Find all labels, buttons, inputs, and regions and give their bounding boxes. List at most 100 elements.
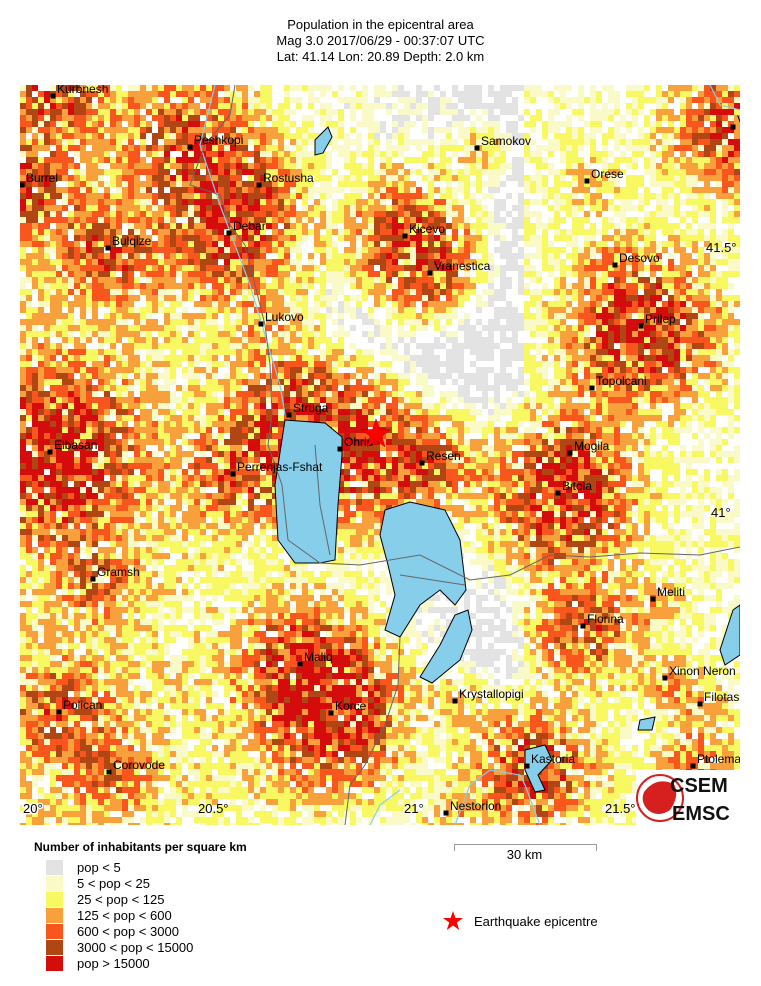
population-cell [122,217,128,223]
population-cell [506,145,512,151]
population-cell [278,151,284,157]
population-cell [50,301,56,307]
population-cell [38,109,44,115]
population-cell [158,121,164,127]
population-cell [686,103,692,109]
population-cell [92,289,98,295]
population-cell [398,175,404,181]
population-cell [416,361,422,367]
population-cell [278,331,284,337]
population-cell [464,187,470,193]
population-cell [704,349,710,355]
population-cell [686,229,692,235]
population-cell [326,361,332,367]
population-cell [680,289,686,295]
population-cell [500,295,506,301]
population-cell [584,325,590,331]
population-cell [116,115,122,121]
population-cell [290,235,296,241]
population-cell [344,259,350,265]
population-cell [434,295,440,301]
population-cell [710,325,716,331]
population-cell [26,307,32,313]
population-cell [200,349,206,355]
population-cell [734,85,740,91]
population-cell [122,319,128,325]
population-cell [332,283,338,289]
population-cell [86,325,92,331]
population-cell [452,103,458,109]
population-cell [20,85,26,91]
population-cell [674,373,680,379]
population-cell [56,85,62,91]
population-cell [188,97,194,103]
population-cell [686,181,692,187]
population-cell [260,253,266,259]
population-cell [584,187,590,193]
population-cell [146,91,152,97]
population-cell [422,247,428,253]
population-cell [176,355,182,361]
population-cell [488,337,494,343]
population-cell [398,223,404,229]
population-cell [440,373,446,379]
population-cell [428,259,434,265]
population-cell [608,265,614,271]
population-cell [320,247,326,253]
population-cell [476,277,482,283]
population-cell [554,235,560,241]
population-cell [278,235,284,241]
population-cell [434,235,440,241]
population-cell [398,145,404,151]
population-cell [482,109,488,115]
population-cell [272,127,278,133]
population-cell [728,349,734,355]
population-cell [464,199,470,205]
population-cell [38,223,44,229]
population-cell [98,337,104,343]
population-cell [470,361,476,367]
population-cell [158,235,164,241]
population-cell [446,241,452,247]
population-cell [20,289,26,295]
population-cell [206,223,212,229]
population-cell [338,325,344,331]
population-cell [56,373,62,379]
population-cell [710,97,716,103]
population-cell [608,223,614,229]
population-cell [134,265,140,271]
population-cell [662,163,668,169]
population-cell [200,181,206,187]
population-cell [638,355,644,361]
population-cell [488,277,494,283]
population-cell [620,301,626,307]
population-cell [662,325,668,331]
population-cell [86,277,92,283]
population-cell [578,361,584,367]
population-cell [182,151,188,157]
population-cell [512,223,518,229]
population-cell [26,193,32,199]
population-cell [470,205,476,211]
population-cell [452,367,458,373]
population-cell [716,139,722,145]
population-cell [308,205,314,211]
population-cell [332,295,338,301]
population-cell [50,319,56,325]
population-cell [326,157,332,163]
population-cell [572,295,578,301]
population-cell [590,97,596,103]
population-cell [104,127,110,133]
population-cell [386,169,392,175]
population-cell [62,91,68,97]
population-cell [128,115,134,121]
population-cell [692,133,698,139]
population-cell [302,361,308,367]
population-cell [260,187,266,193]
population-cell [278,301,284,307]
population-cell [464,259,470,265]
population-cell [566,127,572,133]
population-cell [404,277,410,283]
population-cell [572,259,578,265]
population-cell [194,133,200,139]
